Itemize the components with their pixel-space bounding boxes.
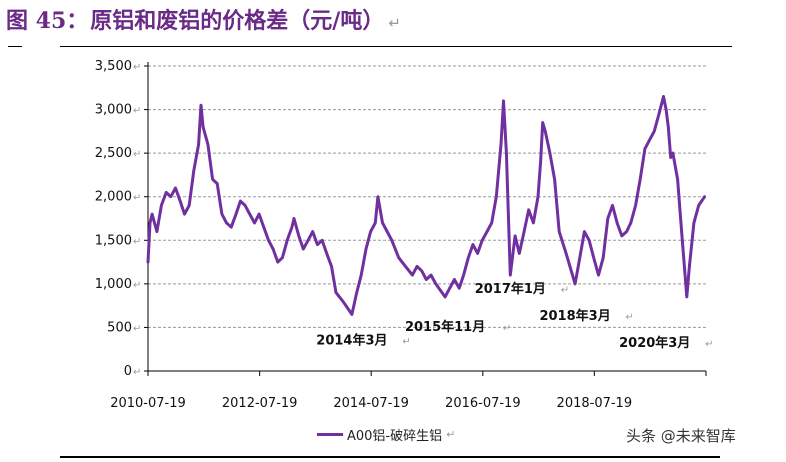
y-tick-return-icon: ↵ [133,62,141,73]
figure-label: 图 45： [6,8,89,34]
top-rule [60,46,732,47]
watermark: 头条 @未来智库 [626,427,736,445]
annotation-label: 2020年3月 [619,335,690,351]
series-line [146,95,707,316]
annotation-return-icon: ↵ [705,339,713,350]
figure-title-text: 原铝和废铝的价格差（元/吨） [90,8,385,34]
annotation-label: 2017年1月 [475,281,546,297]
annotation-return-icon: ↵ [561,285,569,296]
grid-lines [148,65,706,328]
x-tick-label: 2018-07-19 [557,396,633,411]
y-tick-return-icon: ↵ [133,280,141,291]
axes [147,62,706,372]
y-tick-label: 3,500 [95,59,132,74]
y-tick-label: 500 [107,320,132,335]
y-tick-label: 0 [124,364,132,379]
annotations: 2014年3月 ↵2015年11月 ↵2017年1月 ↵2018年3月 ↵2020年3月… [316,281,713,351]
legend: A00铝-破碎生铝 ↵ [317,425,456,444]
annotation-label: 2015年11月 [405,319,485,335]
x-tick-label: 2014-07-19 [333,396,409,411]
annotation-return-icon: ↵ [625,312,633,323]
y-tick-label: 3,000 [95,103,132,118]
return-mark-icon: ↵ [388,14,401,32]
annotation-label: 2014年3月 [316,332,387,348]
x-tick-label: 2016-07-19 [445,396,521,411]
y-tick-return-icon: ↵ [133,236,141,247]
figure-title: 图 45： 原铝和废铝的价格差（元/吨） ↵ [6,3,401,34]
x-tick-label: 2010-07-19 [110,396,186,411]
legend-return-icon: ↵ [446,427,456,441]
y-tick-return-icon: ↵ [133,106,141,117]
annotation-return-icon: ↵ [402,336,410,347]
annotation-label: 2018年3月 [539,308,610,324]
bottom-rule [60,456,720,458]
legend-swatch [317,432,343,436]
y-tick-return-icon: ↵ [133,323,141,334]
y-tick-return-icon: ↵ [133,193,141,204]
x-axis-ticks: 2010-07-19 2012-07-19 2014-07-19 2016-07-19… [110,371,707,411]
y-tick-return-icon: ↵ [133,149,141,160]
y-axis-ticks: 0 ↵500 ↵1,000 ↵1,500 ↵2,000 ↵2,500 ↵3,000 ↵3,50… [95,59,148,379]
series-group [146,95,707,316]
y-tick-return-icon: ↵ [133,367,141,378]
legend-label: A00铝-破碎生铝 [347,428,443,444]
y-tick-label: 2,500 [95,146,132,161]
x-tick-label: 2012-07-19 [222,396,298,411]
y-tick-label: 1,000 [95,277,132,292]
top-rule-left [8,46,22,47]
y-tick-label: 1,500 [95,233,132,248]
y-tick-label: 2,000 [95,190,132,205]
annotation-return-icon: ↵ [503,323,511,334]
